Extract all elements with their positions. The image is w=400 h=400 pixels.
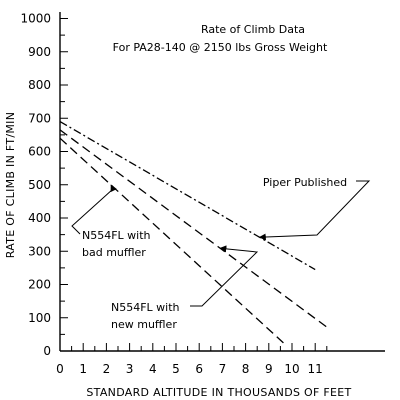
annotation-label-new: new muffler: [111, 318, 177, 331]
chart-subtitle: For PA28-140 @ 2150 lbs Gross Weight: [113, 41, 328, 54]
y-tick-label: 600: [28, 145, 51, 159]
x-tick-label: 6: [195, 362, 203, 376]
y-tick-label: 400: [28, 211, 51, 225]
y-tick-label: 100: [28, 311, 51, 325]
piper-published-line: [59, 121, 316, 271]
annotation-leader-bad: [71, 184, 117, 235]
x-tick-label: 11: [308, 362, 323, 376]
x-tick-label: 7: [219, 362, 227, 376]
x-tick-label: 1: [79, 362, 87, 376]
y-tick-label: 700: [28, 111, 51, 125]
y-tick-label: 200: [28, 278, 51, 292]
x-tick-label: 8: [242, 362, 250, 376]
y-tick-label: 800: [28, 78, 51, 92]
x-tick-label: 5: [172, 362, 180, 376]
y-tick-label: 500: [28, 178, 51, 192]
annotations: Piper Published N554FL with bad muffler N55…: [71, 176, 371, 331]
annotation-leader-new: [190, 245, 259, 307]
axis-ticks: 0 100 200 300 400 500 600 700 800 900 1000 0 1 2 3 4 5 6 7…: [20, 12, 328, 376]
bad-muffler-line: [59, 137, 286, 345]
x-tick-label: 2: [103, 362, 111, 376]
x-tick-label: 3: [126, 362, 134, 376]
x-tick-label: 9: [265, 362, 273, 376]
chart-title: Rate of Climb Data: [201, 23, 305, 36]
annotation-label-bad: N554FL with: [82, 229, 151, 242]
x-tick-label: 10: [284, 362, 299, 376]
annotation-label-piper: Piper Published: [263, 176, 347, 189]
y-axis-title: RATE OF CLIMB IN FT/MIN: [4, 112, 17, 259]
annotation-leader-piper: [258, 180, 371, 241]
y-tick-label: 300: [28, 244, 51, 258]
y-tick-label: 0: [43, 344, 51, 358]
series-lines: [59, 121, 328, 345]
x-tick-label: 0: [56, 362, 64, 376]
x-tick-label: 4: [149, 362, 157, 376]
x-axis-title: STANDARD ALTITUDE IN THOUSANDS OF FEET: [86, 386, 351, 399]
annotation-label-bad: bad muffler: [82, 246, 146, 259]
y-tick-label: 1000: [20, 12, 51, 26]
y-tick-label: 900: [28, 45, 51, 59]
annotation-label-new: N554FL with: [111, 301, 180, 314]
